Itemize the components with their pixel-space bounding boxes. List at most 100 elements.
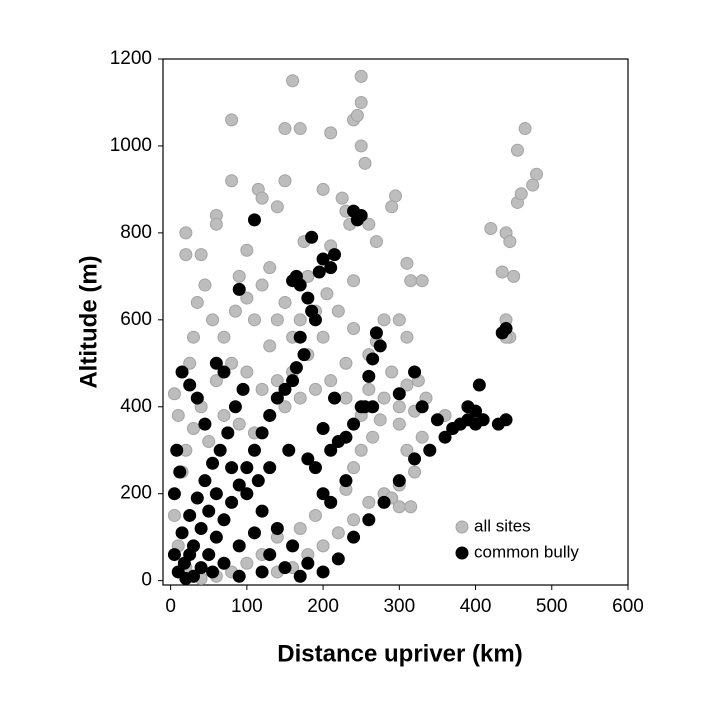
point <box>240 487 254 501</box>
point <box>240 556 254 570</box>
point <box>316 487 330 501</box>
point <box>232 269 246 283</box>
point <box>202 504 216 518</box>
point <box>255 426 269 440</box>
point <box>293 122 307 136</box>
point <box>362 495 376 509</box>
point <box>247 526 261 540</box>
point <box>209 356 223 370</box>
point <box>507 269 521 283</box>
point <box>339 391 353 405</box>
point <box>240 365 254 379</box>
point <box>324 495 338 509</box>
point <box>293 521 307 535</box>
point <box>373 413 387 427</box>
point <box>198 278 212 292</box>
point <box>190 391 204 405</box>
point <box>293 569 307 583</box>
point <box>173 465 187 479</box>
point <box>293 278 307 292</box>
point <box>438 430 452 444</box>
y-tick-label: 0 <box>141 570 152 591</box>
point <box>206 313 220 327</box>
point <box>324 374 338 388</box>
y-axis-title: Altitude (m) <box>75 255 102 388</box>
point <box>354 208 368 222</box>
point <box>255 504 269 518</box>
point <box>347 530 361 544</box>
point <box>225 113 239 127</box>
point <box>232 417 246 431</box>
point <box>198 417 212 431</box>
point <box>389 189 402 203</box>
y-tick-label: 800 <box>120 222 152 243</box>
point <box>247 443 261 457</box>
point <box>331 304 345 318</box>
point <box>297 348 311 362</box>
point <box>316 252 330 266</box>
point <box>209 530 223 544</box>
point <box>171 408 185 422</box>
point <box>251 474 265 488</box>
point <box>170 443 184 457</box>
point <box>476 413 490 427</box>
point <box>362 369 376 383</box>
point <box>225 356 239 370</box>
point <box>324 443 338 457</box>
point <box>369 326 383 340</box>
point <box>301 452 315 466</box>
point <box>278 122 292 136</box>
point <box>362 382 376 396</box>
point <box>232 539 246 553</box>
point <box>499 413 513 427</box>
point <box>255 382 269 396</box>
point <box>198 474 212 488</box>
point <box>339 474 353 488</box>
point <box>385 200 399 214</box>
point <box>320 287 334 301</box>
point <box>415 274 429 288</box>
point <box>400 443 414 457</box>
point <box>270 313 284 327</box>
point <box>293 313 307 327</box>
point <box>217 556 231 570</box>
point <box>392 474 406 488</box>
point <box>255 278 269 292</box>
point <box>206 456 220 470</box>
y-tick-label: 600 <box>120 309 152 330</box>
legend-marker <box>455 546 469 560</box>
point <box>228 304 242 318</box>
y-tick-label: 200 <box>120 483 152 504</box>
point <box>514 187 528 201</box>
point <box>263 548 277 562</box>
point <box>278 174 292 188</box>
point <box>293 330 307 344</box>
point <box>183 548 197 562</box>
point <box>316 182 330 196</box>
point <box>354 69 368 83</box>
point <box>167 548 181 562</box>
point <box>316 330 330 344</box>
point <box>167 487 181 501</box>
point <box>278 561 292 575</box>
point <box>255 565 269 579</box>
point <box>484 222 498 236</box>
point <box>308 313 322 327</box>
point <box>209 487 223 501</box>
x-axis-title: Distance upriver (km) <box>277 640 522 667</box>
point <box>278 382 292 396</box>
point <box>194 561 208 575</box>
point <box>392 387 406 401</box>
point <box>373 339 387 353</box>
point <box>510 143 524 157</box>
point <box>362 217 376 231</box>
point <box>293 391 307 405</box>
point <box>270 200 284 214</box>
point <box>392 313 406 327</box>
point <box>408 465 422 479</box>
x-tick-label: 400 <box>460 596 492 617</box>
point <box>194 248 208 262</box>
point <box>167 387 181 401</box>
point <box>324 261 338 275</box>
point <box>366 352 380 366</box>
